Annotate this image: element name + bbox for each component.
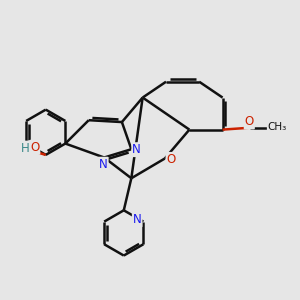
Text: O: O: [245, 116, 254, 128]
Text: O: O: [30, 141, 39, 154]
Text: O: O: [167, 153, 176, 166]
Text: N: N: [99, 158, 108, 171]
Text: N: N: [132, 143, 141, 156]
Text: H: H: [21, 142, 29, 154]
Text: CH₃: CH₃: [268, 122, 287, 132]
Text: N: N: [133, 213, 142, 226]
